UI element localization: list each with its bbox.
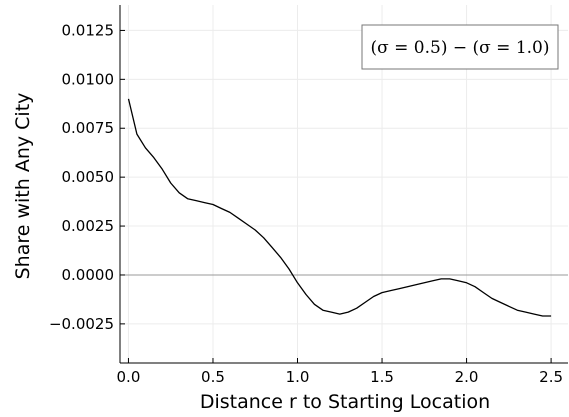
y-tick-label: 0.0075 xyxy=(62,119,115,137)
legend: (σ = 0.5) − (σ = 1.0) xyxy=(361,24,559,70)
y-tick-label: −0.0025 xyxy=(49,315,114,333)
series-line xyxy=(127,98,552,317)
legend-label: (σ = 0.5) − (σ = 1.0) xyxy=(371,38,550,58)
legend-box xyxy=(361,24,559,70)
y-tick-label: 0.0125 xyxy=(62,21,115,39)
x-tick-label: 1.5 xyxy=(370,368,394,386)
y-tick-label: 0.0100 xyxy=(62,70,115,88)
y-axis-title: Share with Any City xyxy=(12,93,34,280)
x-tick-label: 1.0 xyxy=(286,368,310,386)
y-tick-label: 0.0000 xyxy=(62,266,115,284)
x-tick-label: 2.5 xyxy=(539,368,563,386)
axes xyxy=(119,5,568,364)
x-tick-label: 2.0 xyxy=(455,368,479,386)
x-tick-label: 0.5 xyxy=(201,368,225,386)
y-tick-label: 0.0025 xyxy=(62,217,115,235)
x-tick-label: 0.0 xyxy=(117,368,141,386)
y-tick-label: 0.0050 xyxy=(62,168,115,186)
ticks: −0.0025 0.0000 0.0025 0.0050 0.0075 0.0100 0.0… xyxy=(49,21,563,386)
x-axis-title: Distance r to Starting Location xyxy=(200,391,490,413)
